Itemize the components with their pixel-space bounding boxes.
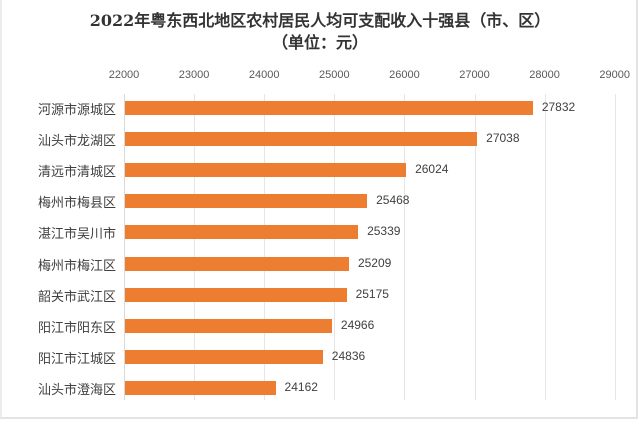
chart-subtitle: （单位：元）: [271, 33, 368, 52]
bar: [125, 132, 478, 147]
bar: [125, 380, 276, 395]
bar: [125, 256, 349, 271]
gridline: [334, 94, 335, 400]
x-tick-label: 27000: [459, 69, 490, 81]
bar: [125, 225, 359, 240]
x-tick-label: 24000: [248, 69, 280, 81]
bar: [125, 163, 407, 178]
category-label: 汕头市澄海区: [37, 381, 116, 397]
value-label: 24966: [340, 317, 375, 332]
value-label: 25339: [367, 224, 401, 239]
gridline: [615, 94, 616, 400]
category-label: 清远市清城区: [37, 164, 116, 180]
bar: [125, 194, 368, 209]
x-tick-label: 22000: [108, 69, 140, 81]
gridline: [194, 94, 195, 400]
category-label: 湛江市吴川市: [37, 226, 116, 242]
value-label: 27038: [486, 131, 520, 146]
x-tick-label: 28000: [529, 69, 560, 81]
x-tick-label: 25000: [319, 69, 350, 81]
chart-title: 2022年粤东西北地区农村居民人均可支配收入十强县（市、区）: [89, 11, 551, 30]
bar: [125, 101, 533, 115]
x-tick-label: 26000: [389, 69, 420, 81]
category-label: 阳江市阳东区: [37, 319, 116, 335]
x-tick-label: 29000: [599, 69, 630, 81]
gridline: [545, 94, 546, 400]
gridline: [404, 94, 405, 400]
value-label: 24836: [331, 348, 366, 363]
gridline: [475, 94, 476, 400]
category-label: 韶关市武江区: [37, 288, 116, 304]
bar: [125, 349, 323, 364]
gridline: [264, 94, 265, 400]
bar: [125, 318, 332, 333]
y-axis-line: [124, 94, 125, 400]
value-label: 26024: [415, 162, 449, 177]
category-label: 梅州市梅江区: [37, 257, 116, 273]
category-label: 河源市源城区: [37, 102, 116, 117]
value-label: 25175: [355, 286, 389, 301]
category-label: 梅州市梅县区: [37, 195, 116, 211]
value-label: 24162: [284, 379, 318, 394]
category-label: 阳江市江城区: [37, 350, 116, 366]
x-tick-label: 23000: [178, 69, 210, 81]
value-label: 27832: [541, 100, 576, 114]
value-label: 25468: [376, 193, 410, 208]
bar: [125, 287, 347, 302]
category-label: 汕头市龙湖区: [37, 133, 116, 149]
value-label: 25209: [357, 255, 392, 270]
